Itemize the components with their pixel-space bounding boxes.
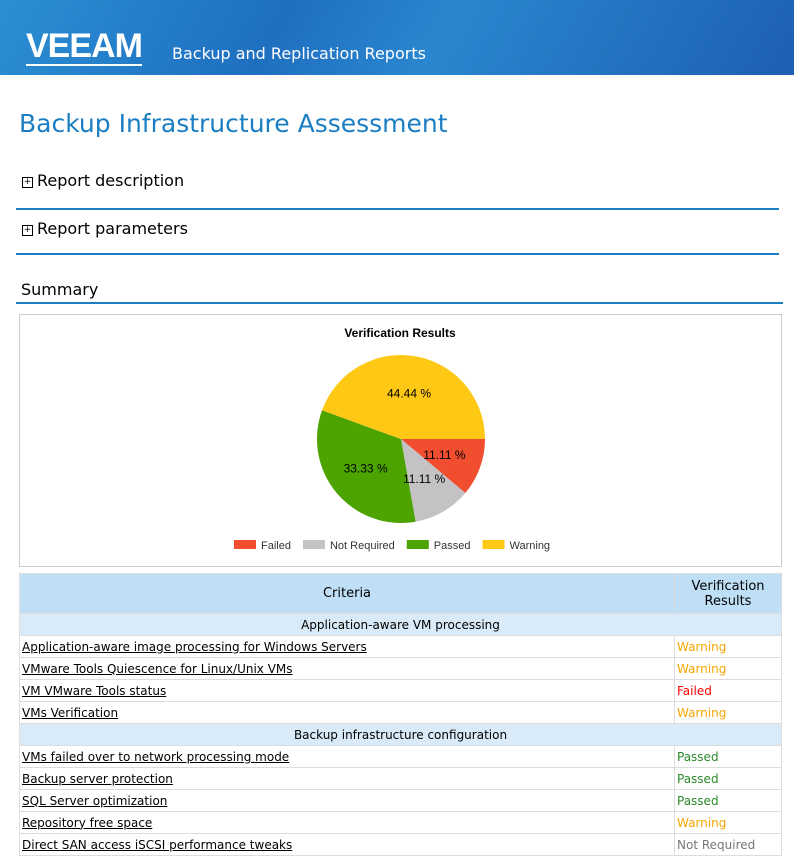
slice-label: 33.33 %	[344, 462, 388, 476]
table-row: VMware Tools Quiescence for Linux/Unix V…	[19, 657, 782, 680]
result-cell: Passed	[674, 767, 782, 790]
group-row: Application-aware VM processing	[19, 613, 782, 636]
table-row: Backup server protection Passed	[19, 767, 782, 790]
section-label: Report description	[37, 171, 185, 190]
chart-title: Verification Results	[344, 326, 456, 340]
table-row: VM VMware Tools status Failed	[19, 679, 782, 702]
criteria-cell: SQL Server optimization	[19, 789, 675, 812]
veeam-logo: VEEAM	[26, 27, 143, 66]
page-title: Backup Infrastructure Assessment	[19, 109, 448, 138]
section-label: Report parameters	[37, 219, 188, 238]
group-row: Backup infrastructure configuration	[19, 723, 782, 746]
table-row: VMs Verification Warning	[19, 701, 782, 724]
table-header-row: Criteria Verification Results	[19, 573, 782, 614]
result-cell: Warning	[674, 701, 782, 724]
divider	[16, 208, 779, 210]
summary-heading: Summary	[21, 280, 99, 299]
criteria-cell: VMware Tools Quiescence for Linux/Unix V…	[19, 657, 675, 680]
legend-label: Not Required	[330, 540, 395, 552]
criteria-link[interactable]: VM VMware Tools status	[22, 683, 167, 698]
legend-label: Passed	[434, 540, 471, 552]
pie-slice-failed	[401, 439, 485, 493]
expand-icon: +	[22, 225, 33, 236]
criteria-cell: Application-aware image processing for W…	[19, 635, 675, 658]
result-cell: Warning	[674, 635, 782, 658]
criteria-cell: Direct SAN access iSCSI performance twea…	[19, 833, 675, 856]
criteria-link[interactable]: VMs Verification	[22, 705, 119, 720]
report-header: VEEAM Backup and Replication Reports	[0, 0, 794, 75]
divider	[16, 302, 783, 304]
criteria-link[interactable]: Repository free space	[22, 815, 153, 830]
divider	[16, 253, 779, 255]
header-subtitle: Backup and Replication Reports	[172, 44, 426, 63]
pie-slice-warning	[322, 354, 486, 439]
col-criteria: Criteria	[19, 573, 675, 614]
result-cell: Warning	[674, 811, 782, 834]
criteria-cell: VMs Verification	[19, 701, 675, 724]
table-row: Repository free space Warning	[19, 811, 782, 834]
group-name: Backup infrastructure configuration	[19, 723, 782, 746]
result-cell: Passed	[674, 745, 782, 768]
slice-label: 11.11 %	[403, 472, 446, 486]
report-parameters-toggle[interactable]: + Report parameters	[22, 219, 188, 238]
criteria-link[interactable]: Backup server protection	[22, 771, 173, 786]
criteria-link[interactable]: Application-aware image processing for W…	[22, 639, 367, 654]
expand-icon: +	[22, 177, 33, 188]
pie-chart: Verification Results 11.11 % 11.11 % 33.33 …	[234, 326, 551, 552]
slice-label: 44.44 %	[387, 387, 431, 401]
legend-label: Failed	[261, 540, 291, 552]
table-row: SQL Server optimization Passed	[19, 789, 782, 812]
legend-label: Warning	[510, 540, 551, 552]
legend-swatch	[234, 540, 256, 549]
verification-chart: Verification Results 11.11 % 11.11 % 33.33 …	[19, 314, 782, 567]
legend-swatch	[302, 540, 325, 549]
result-cell: Passed	[674, 789, 782, 812]
criteria-link[interactable]: Direct SAN access iSCSI performance twea…	[22, 837, 293, 852]
criteria-cell: Repository free space	[19, 811, 675, 834]
criteria-cell: VM VMware Tools status	[19, 679, 675, 702]
table-row: Direct SAN access iSCSI performance twea…	[19, 833, 782, 856]
criteria-link[interactable]: SQL Server optimization	[22, 793, 168, 808]
result-cell: Not Required	[674, 833, 782, 856]
legend-swatch	[406, 540, 429, 549]
criteria-cell: VMs failed over to network processing mo…	[19, 745, 675, 768]
report-description-toggle[interactable]: + Report description	[22, 171, 184, 190]
table-row: Application-aware image processing for W…	[19, 635, 782, 658]
slice-label: 11.11 %	[423, 448, 466, 462]
table-row: VMs failed over to network processing mo…	[19, 745, 782, 768]
legend-swatch	[482, 540, 505, 549]
pie-slice-not-required	[401, 439, 466, 522]
col-results: Verification Results	[674, 573, 782, 614]
group-name: Application-aware VM processing	[19, 613, 782, 636]
pie-slice-passed	[317, 410, 416, 523]
criteria-table: Criteria Verification Results Application-…	[19, 573, 782, 856]
result-cell: Warning	[674, 657, 782, 680]
criteria-link[interactable]: VMware Tools Quiescence for Linux/Unix V…	[22, 661, 293, 676]
criteria-cell: Backup server protection	[19, 767, 675, 790]
criteria-link[interactable]: VMs failed over to network processing mo…	[22, 749, 290, 764]
result-cell: Failed	[674, 679, 782, 702]
